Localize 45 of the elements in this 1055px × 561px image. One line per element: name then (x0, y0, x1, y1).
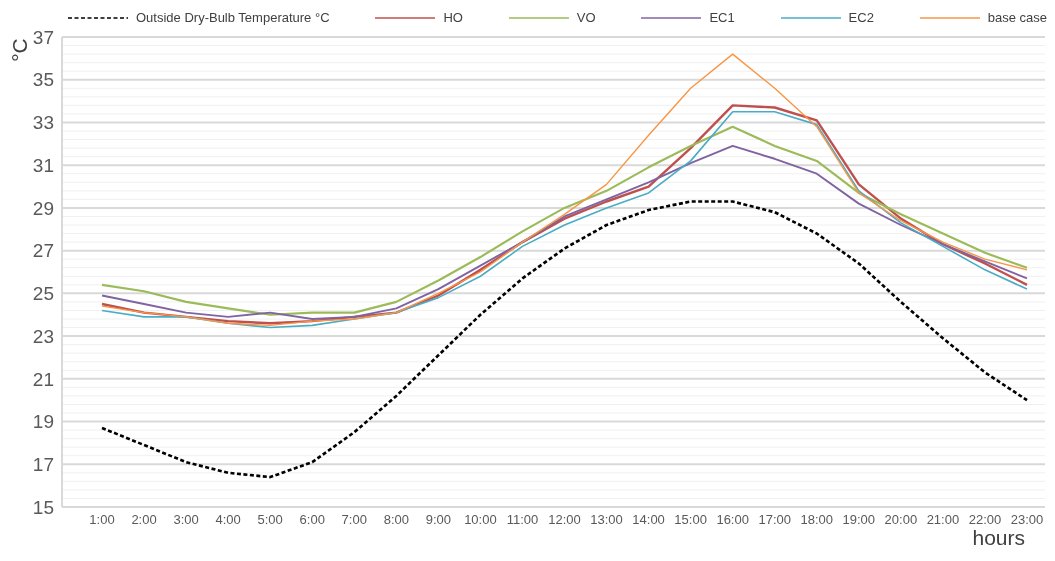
y-tick-label: 17 (32, 454, 54, 476)
y-tick-label: 23 (32, 325, 54, 347)
y-tick-label: 35 (32, 69, 54, 91)
line-series (101, 53, 1028, 327)
x-tick-label: 5:00 (257, 512, 283, 528)
x-tick-label: 22:00 (968, 512, 1002, 528)
y-axis-title: °C (7, 38, 32, 62)
x-axis-title: hours (972, 526, 1025, 550)
x-tick-label: 8:00 (383, 512, 409, 528)
x-tick-label: 1:00 (89, 512, 115, 528)
legend-label: EC1 (709, 10, 735, 25)
x-tick-label: 19:00 (842, 512, 876, 528)
x-tick-label: 16:00 (716, 512, 749, 528)
legend-label: base case (987, 10, 1047, 25)
x-tick-label: 17:00 (758, 512, 791, 528)
y-tick-label: 19 (32, 411, 54, 433)
x-tick-label: 23:00 (1010, 512, 1044, 528)
y-tick-label: 27 (32, 240, 54, 262)
y-tick-label: 29 (32, 197, 54, 219)
x-tick-label: 12:00 (548, 512, 581, 528)
x-tick-label: 4:00 (215, 512, 241, 528)
x-tick-label: 10:00 (464, 512, 497, 528)
x-tick-label: 7:00 (341, 512, 367, 528)
x-tick-label: 13:00 (590, 512, 623, 528)
legend-label: EC2 (848, 10, 874, 25)
legend-label: Outside Dry-Bulb Temperature °C (136, 10, 330, 25)
x-tick-label: 20:00 (884, 512, 918, 528)
y-tick-label: 15 (32, 496, 54, 518)
y-tick-label: 25 (32, 283, 54, 305)
y-tick-label: 33 (32, 112, 54, 134)
x-tick-label: 14:00 (632, 512, 665, 528)
x-tick-label: 6:00 (299, 512, 325, 528)
x-tick-label: 9:00 (425, 512, 452, 528)
x-tick-label: 15:00 (674, 512, 707, 528)
x-tick-label: 2:00 (131, 512, 157, 528)
legend-label: VO (576, 10, 596, 25)
y-tick-label: 21 (32, 368, 54, 390)
y-tick-label: 37 (32, 26, 54, 48)
line-series (100, 200, 1029, 479)
x-tick-label: 18:00 (800, 512, 834, 528)
x-tick-label: 21:00 (926, 512, 960, 528)
legend-label: HO (443, 10, 463, 25)
y-tick-label: 31 (32, 154, 54, 176)
x-tick-label: 3:00 (173, 512, 199, 528)
x-tick-label: 11:00 (506, 512, 539, 528)
